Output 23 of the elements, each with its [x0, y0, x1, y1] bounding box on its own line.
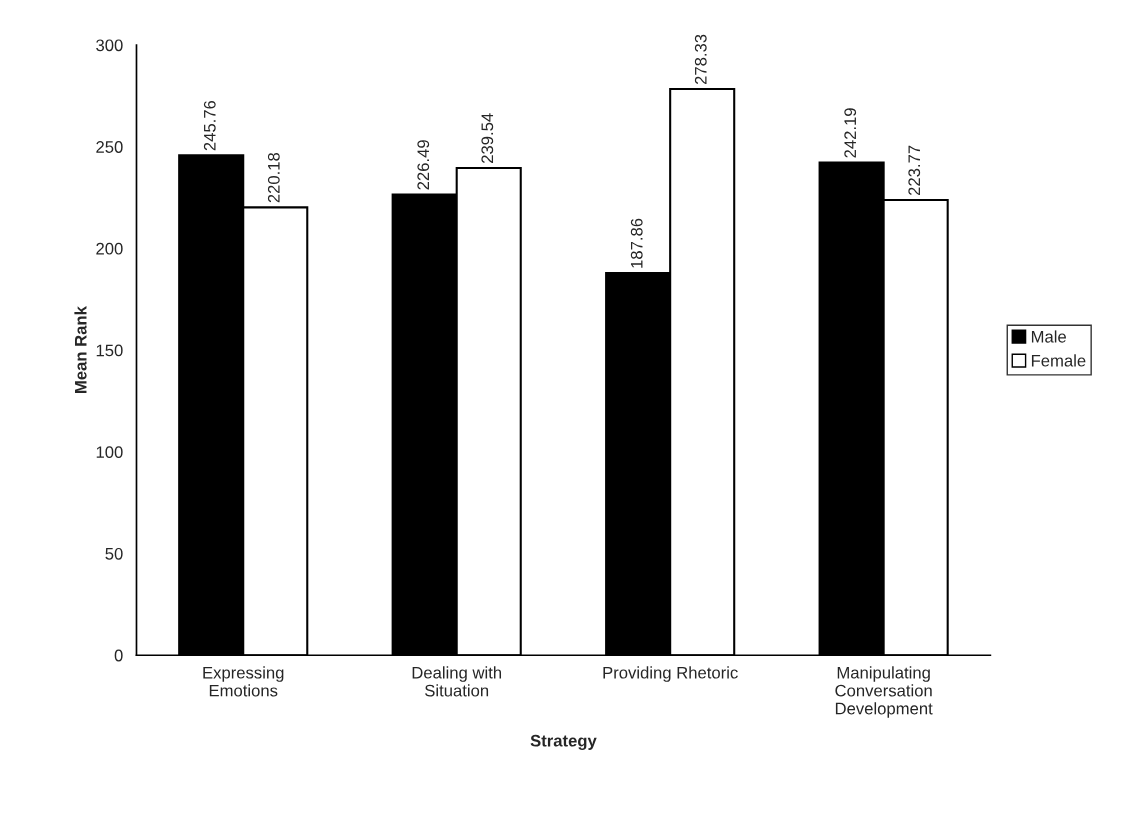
y-tick-label: 200 [96, 242, 123, 255]
data-label: 226.49 [417, 140, 430, 190]
y-tick-label: 50 [105, 547, 123, 560]
x-tick-label: Manipulating Conversation Development [835, 666, 933, 718]
x-tick-label: Expressing Emotions [203, 666, 284, 697]
y-tick-label: 300 [96, 39, 123, 52]
x-tick-label: Providing Rhetoric [603, 666, 738, 682]
data-label: 239.54 [481, 113, 494, 163]
y-tick-label: 150 [96, 344, 123, 357]
y-tick-label: 100 [96, 446, 123, 459]
legend-label: Male [1031, 330, 1066, 343]
data-label: 220.18 [267, 152, 280, 203]
y-axis-title: Mean Rank [74, 306, 87, 393]
y-tick-label: 0 [114, 649, 123, 662]
legend-label: Female [1031, 354, 1086, 367]
data-label: 187.86 [630, 218, 643, 268]
x-axis-title: Strategy [530, 734, 597, 750]
data-label: 245.76 [203, 100, 216, 151]
data-label: 242.19 [844, 108, 857, 158]
data-label: 278.33 [694, 34, 707, 85]
data-label: 223.77 [908, 145, 921, 196]
x-tick-label: Dealing with Situation [412, 666, 502, 697]
y-tick-label: 250 [96, 141, 123, 153]
